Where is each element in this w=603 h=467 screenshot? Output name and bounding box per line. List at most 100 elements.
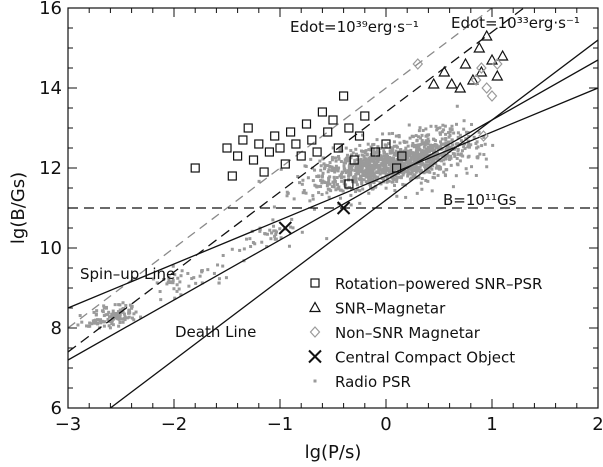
radio-psr-point bbox=[76, 323, 80, 327]
radio-psr-point bbox=[418, 126, 422, 130]
radio-psr-point bbox=[342, 167, 346, 171]
rotation-powered-snr-psr-point bbox=[259, 167, 269, 177]
radio-psr-point bbox=[117, 303, 121, 307]
radio-psr-point bbox=[369, 158, 373, 162]
radio-psr-point bbox=[385, 172, 389, 176]
radio-psr-point bbox=[367, 148, 371, 152]
radio-psr-point bbox=[395, 179, 399, 183]
legend: Rotation–powered SNR–PSR SNR–Magnetar Non–… bbox=[308, 275, 542, 391]
radio-psr-point bbox=[327, 178, 331, 182]
radio-psr-point bbox=[334, 164, 338, 168]
radio-psr-point bbox=[311, 179, 315, 183]
radio-psr-point bbox=[113, 303, 117, 307]
radio-psr-point bbox=[370, 167, 374, 171]
radio-psr-point bbox=[421, 152, 425, 156]
radio-psr-point bbox=[440, 159, 444, 163]
radio-psr-point bbox=[433, 142, 437, 146]
radio-psr-point bbox=[368, 166, 372, 170]
radio-psr-point bbox=[491, 143, 495, 147]
radio-psr-point bbox=[397, 175, 401, 179]
radio-psr-point bbox=[287, 244, 291, 248]
radio-psr-point bbox=[466, 155, 470, 159]
radio-psr-point bbox=[379, 182, 383, 186]
radio-psr-point bbox=[332, 185, 336, 189]
radio-psr-point bbox=[428, 161, 432, 165]
radio-psr-point bbox=[472, 135, 476, 139]
radio-psr-point bbox=[384, 143, 388, 147]
radio-psr-point bbox=[238, 248, 242, 252]
radio-psr-point bbox=[377, 170, 381, 174]
radio-psr-point bbox=[426, 137, 430, 141]
radio-psr-point bbox=[354, 179, 358, 183]
legend-label: Central Compact Object bbox=[335, 349, 515, 367]
radio-psr-point bbox=[405, 164, 409, 168]
radio-psr-point bbox=[367, 173, 371, 177]
radio-psr-point bbox=[90, 322, 94, 326]
radio-psr-point bbox=[419, 136, 423, 140]
radio-psr-point bbox=[336, 169, 340, 173]
radio-psr-point bbox=[260, 240, 264, 244]
radio-psr-point bbox=[121, 320, 125, 324]
non-snr-magnetar-point bbox=[476, 62, 487, 74]
radio-psr-point bbox=[415, 191, 419, 195]
radio-psr-point bbox=[467, 135, 471, 139]
radio-psr-point bbox=[367, 176, 371, 180]
radio-psr-point bbox=[347, 170, 351, 174]
radio-psr-point bbox=[398, 148, 402, 152]
radio-psr-point bbox=[384, 160, 388, 164]
radio-psr-point bbox=[410, 155, 414, 159]
radio-psr-point bbox=[179, 293, 183, 297]
radio-psr-point bbox=[368, 176, 372, 180]
rotation-powered-snr-psr-point bbox=[264, 147, 274, 157]
snr-magnetar-point bbox=[427, 77, 440, 89]
radio-psr-point bbox=[430, 161, 434, 165]
radio-psr-point bbox=[410, 167, 414, 171]
radio-psr-point bbox=[292, 197, 296, 201]
radio-psr-point bbox=[319, 164, 323, 168]
radio-psr-point bbox=[413, 167, 417, 171]
radio-psr-point bbox=[350, 168, 354, 172]
radio-psr-point bbox=[430, 159, 434, 163]
legend-label: SNR–Magnetar bbox=[335, 300, 446, 318]
y-axis-label: lg(B/Gs) bbox=[8, 172, 29, 244]
radio-psr-point bbox=[382, 154, 386, 158]
radio-psr-point bbox=[439, 153, 443, 157]
radio-psr-point bbox=[300, 230, 304, 234]
radio-psr-point bbox=[462, 119, 466, 123]
radio-psr-point bbox=[484, 157, 488, 161]
rotation-powered-snr-psr-point bbox=[328, 115, 338, 125]
snr-magnetar-point bbox=[466, 73, 479, 85]
radio-psr-point bbox=[422, 171, 426, 175]
radio-psr-point bbox=[387, 142, 391, 146]
radio-psr-point bbox=[371, 177, 375, 181]
radio-psr-point bbox=[315, 185, 319, 189]
y-tick-label: 12 bbox=[39, 158, 62, 179]
radio-psr-point bbox=[437, 164, 441, 168]
radio-psr-point bbox=[435, 144, 439, 148]
radio-psr-point bbox=[480, 144, 484, 148]
snr-magnetar-point bbox=[480, 29, 493, 41]
radio-psr-point bbox=[382, 151, 386, 155]
radio-psr-point bbox=[444, 174, 448, 178]
radio-psr-point bbox=[388, 151, 392, 155]
radio-psr-point bbox=[339, 175, 343, 179]
radio-psr-point bbox=[392, 144, 396, 148]
radio-psr-point bbox=[371, 151, 375, 155]
radio-psr-point bbox=[373, 151, 377, 155]
radio-psr-point bbox=[245, 237, 249, 241]
radio-psr-point bbox=[400, 153, 404, 157]
radio-psr-point bbox=[394, 160, 398, 164]
radio-psr-point bbox=[364, 149, 368, 153]
radio-psr-point bbox=[301, 178, 305, 182]
radio-psr-point bbox=[132, 312, 136, 316]
radio-psr-point bbox=[364, 161, 368, 165]
radio-psr-point bbox=[394, 171, 398, 175]
radio-psr-point bbox=[378, 166, 382, 170]
radio-psr-point bbox=[355, 172, 359, 176]
snr-magnetar-point bbox=[445, 77, 458, 89]
radio-psr-point bbox=[424, 139, 428, 143]
rotation-powered-snr-psr-point bbox=[270, 131, 280, 141]
radio-psr-point bbox=[439, 140, 443, 144]
snr-magnetar-point bbox=[485, 53, 499, 65]
radio-psr-point bbox=[111, 312, 115, 316]
